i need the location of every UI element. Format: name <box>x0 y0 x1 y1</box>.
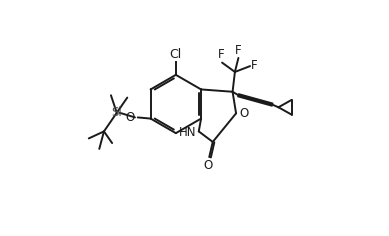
Text: F: F <box>235 44 242 57</box>
Text: O: O <box>203 159 213 172</box>
Text: Cl: Cl <box>170 48 182 61</box>
Text: HN: HN <box>179 126 196 139</box>
Text: F: F <box>251 59 258 72</box>
Text: O: O <box>240 107 249 120</box>
Text: F: F <box>217 48 224 61</box>
Text: Si: Si <box>111 106 122 119</box>
Text: O: O <box>125 111 134 124</box>
